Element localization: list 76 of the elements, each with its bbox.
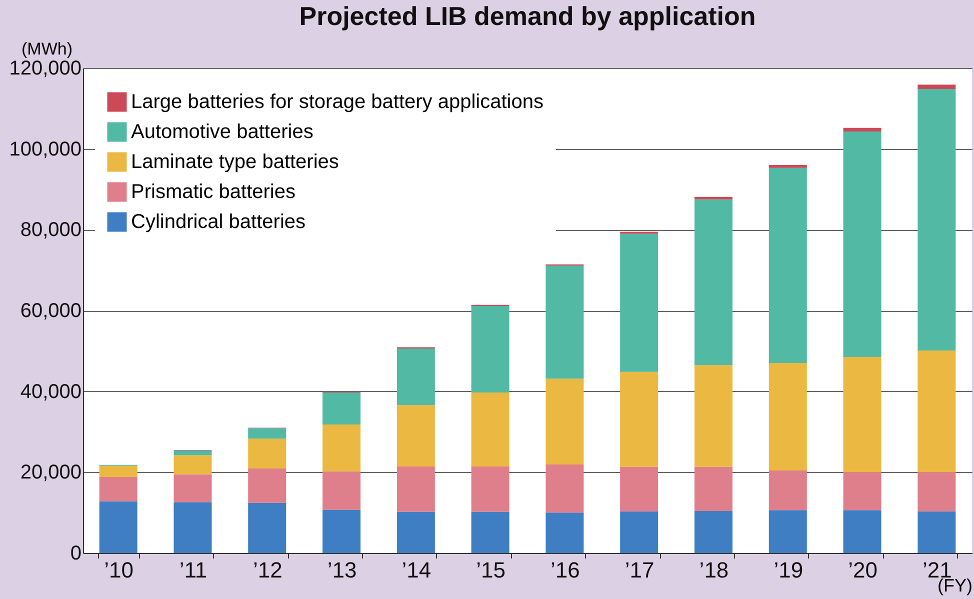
bar xyxy=(768,168,807,364)
legend-label: Prismatic batteries xyxy=(131,181,296,203)
bar xyxy=(396,512,435,553)
x-tick-label: ’15 xyxy=(476,558,506,582)
y-tick-label: 80,000 xyxy=(20,219,82,242)
bar xyxy=(396,405,435,467)
y-tick-label: 0 xyxy=(70,542,82,564)
bar xyxy=(768,363,807,471)
bar xyxy=(620,466,658,512)
y-tick-label: 120,000 xyxy=(9,58,82,80)
x-tick-label: ’18 xyxy=(699,558,729,582)
bar xyxy=(918,84,956,90)
bar xyxy=(174,450,212,456)
bar xyxy=(471,306,510,393)
bar xyxy=(322,424,361,472)
bar xyxy=(248,438,286,469)
bar xyxy=(248,428,286,439)
bar xyxy=(174,474,212,502)
bar xyxy=(99,466,138,478)
legend-label: Large batteries for storage battery applications xyxy=(131,91,544,113)
bar xyxy=(546,378,584,464)
bar xyxy=(843,472,882,510)
bar xyxy=(322,471,361,510)
x-tick-label: ’13 xyxy=(327,558,357,582)
bar xyxy=(918,472,956,512)
bar xyxy=(248,468,286,503)
bar xyxy=(546,266,584,379)
bar xyxy=(843,131,882,357)
bar xyxy=(694,510,732,553)
bar xyxy=(620,234,658,372)
bar xyxy=(694,199,732,366)
bar xyxy=(768,470,807,510)
bar xyxy=(843,128,882,132)
bar xyxy=(471,512,510,553)
y-tick-label: 40,000 xyxy=(20,380,82,403)
x-tick-label: ’16 xyxy=(550,558,580,582)
bar xyxy=(918,89,956,351)
x-tick-label: ’12 xyxy=(252,558,282,582)
bar xyxy=(471,466,510,512)
x-tick-label: ’20 xyxy=(848,558,878,582)
bar xyxy=(546,464,584,513)
bar xyxy=(694,196,732,200)
bar xyxy=(768,510,807,553)
bar xyxy=(99,477,138,502)
bar xyxy=(620,511,658,553)
bar xyxy=(546,512,584,553)
bar xyxy=(843,510,882,553)
bar xyxy=(918,511,956,553)
bar xyxy=(396,466,435,512)
bar xyxy=(918,350,956,472)
bar xyxy=(99,501,138,553)
y-tick-label: 100,000 xyxy=(9,138,82,160)
bar xyxy=(694,365,732,467)
y-axis-title: (MWh) xyxy=(22,40,72,58)
bar xyxy=(620,372,658,467)
x-tick-label: ’14 xyxy=(402,558,432,582)
legend-label: Laminate type batteries xyxy=(131,151,339,173)
x-tick-label: ’10 xyxy=(104,558,134,582)
bar xyxy=(396,348,435,406)
bar xyxy=(322,510,361,553)
y-tick-label: 20,000 xyxy=(20,462,82,484)
x-tick-label: ’17 xyxy=(624,558,654,582)
y-tick-label: 60,000 xyxy=(20,300,82,322)
bar xyxy=(322,392,361,424)
x-tick-label: ’19 xyxy=(774,558,804,582)
bar xyxy=(694,466,732,511)
bar xyxy=(768,165,807,168)
chart-title: Projected LIB demand by application xyxy=(299,1,756,31)
legend-label: Automotive batteries xyxy=(131,121,314,143)
bar xyxy=(174,502,212,553)
bar xyxy=(471,392,510,467)
bar xyxy=(843,356,882,472)
bar xyxy=(248,502,286,553)
bar xyxy=(174,455,212,474)
x-tick-label: ’11 xyxy=(179,558,208,582)
legend-label: Cylindrical batteries xyxy=(131,211,306,233)
